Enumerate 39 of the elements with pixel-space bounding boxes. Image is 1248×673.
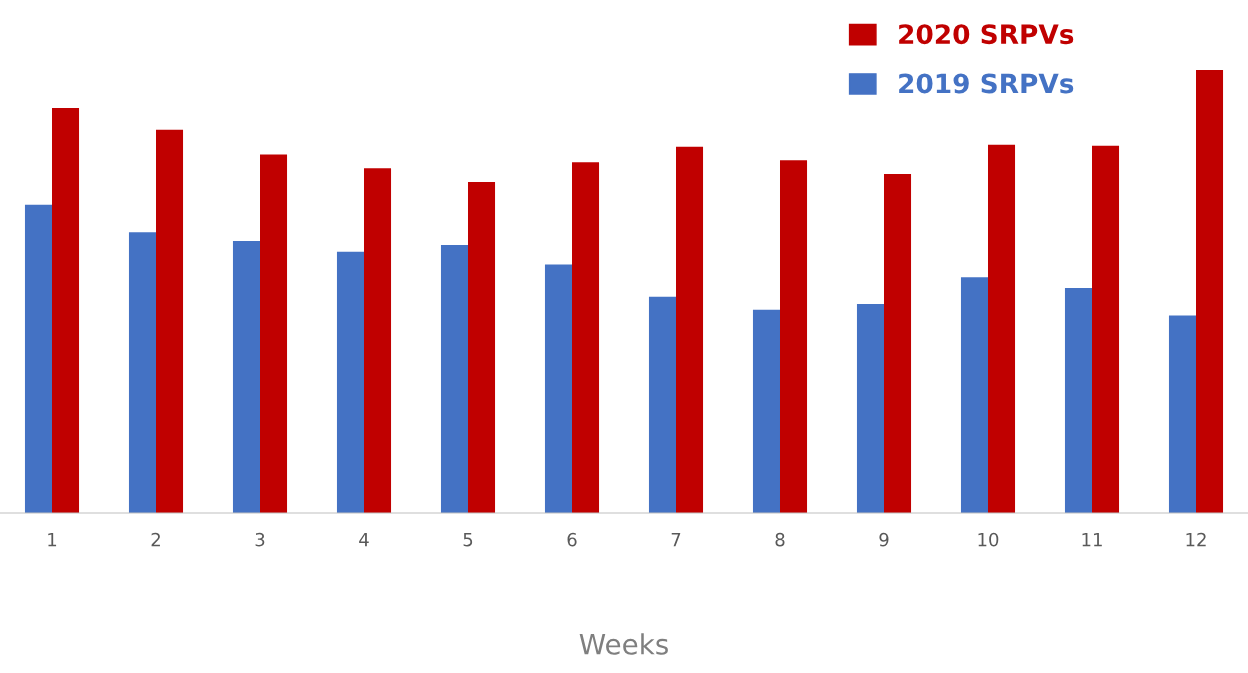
x-tick-label: 6 <box>567 532 577 547</box>
legend-label: 2019 SRPVs <box>899 73 1074 94</box>
bar <box>24 204 52 513</box>
bar <box>960 277 988 513</box>
bar <box>1064 287 1092 513</box>
bar <box>648 296 676 513</box>
bar <box>260 154 288 513</box>
bar <box>128 232 156 513</box>
bar <box>1092 145 1120 513</box>
bar <box>52 108 80 513</box>
x-tick-label: 12 <box>1186 532 1206 547</box>
x-tick-label: 11 <box>1082 533 1102 547</box>
bar <box>544 264 572 513</box>
bar <box>232 241 260 513</box>
x-tick-label: 9 <box>879 532 889 547</box>
x-tick-label: 2 <box>151 532 160 547</box>
bar <box>1196 70 1224 513</box>
x-tick-label: 8 <box>775 532 785 547</box>
x-tick-label: 7 <box>671 533 681 547</box>
bar <box>440 244 468 513</box>
bar <box>676 146 704 513</box>
bar <box>572 162 600 513</box>
bar <box>1168 315 1196 513</box>
x-tick-label: 4 <box>359 533 369 547</box>
bar <box>336 251 364 513</box>
bar <box>884 174 912 513</box>
bar <box>468 182 496 513</box>
x-tick-label: 3 <box>255 532 265 547</box>
bar <box>988 144 1016 513</box>
bar <box>752 309 780 513</box>
x-tick-label: 5 <box>463 533 473 547</box>
x-tick-label: 10 <box>978 532 999 547</box>
bar <box>780 160 808 513</box>
bar <box>156 129 184 513</box>
x-tick-label: 1 <box>48 533 57 547</box>
bar <box>856 303 884 513</box>
x-axis-title: Weeks <box>579 633 668 655</box>
legend-label: 2020 SRPVs <box>899 24 1074 45</box>
bar <box>364 168 392 513</box>
